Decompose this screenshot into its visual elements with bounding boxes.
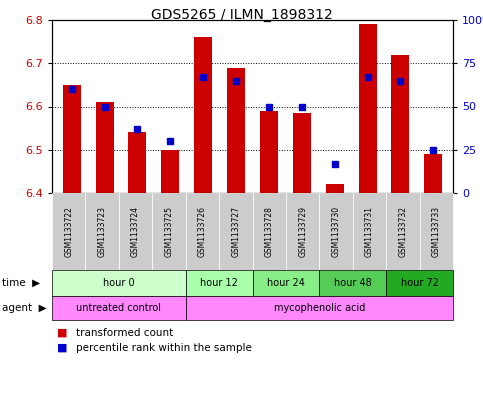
Text: ■: ■ [57, 343, 67, 353]
Bar [63, 85, 81, 193]
Text: GSM1133722: GSM1133722 [64, 206, 73, 257]
Bar [424, 154, 442, 193]
Text: agent  ▶: agent ▶ [2, 303, 47, 313]
Text: transformed count: transformed count [76, 328, 173, 338]
Text: GSM1133730: GSM1133730 [331, 206, 341, 257]
Bar [194, 37, 212, 193]
Text: hour 12: hour 12 [200, 278, 238, 288]
Text: GSM1133729: GSM1133729 [298, 206, 307, 257]
Bar [161, 150, 179, 193]
Text: GSM1133724: GSM1133724 [131, 206, 140, 257]
Bar [227, 68, 245, 193]
Text: GSM1133727: GSM1133727 [231, 206, 240, 257]
Bar [96, 102, 114, 193]
Text: GSM1133731: GSM1133731 [365, 206, 374, 257]
Text: mycophenolic acid: mycophenolic acid [274, 303, 365, 313]
Text: percentile rank within the sample: percentile rank within the sample [76, 343, 252, 353]
Text: hour 24: hour 24 [267, 278, 305, 288]
Text: hour 0: hour 0 [103, 278, 135, 288]
Text: GSM1133728: GSM1133728 [265, 206, 274, 257]
Text: hour 48: hour 48 [334, 278, 371, 288]
Bar [326, 184, 344, 193]
Text: GSM1133723: GSM1133723 [98, 206, 107, 257]
Text: GSM1133725: GSM1133725 [164, 206, 173, 257]
Text: GSM1133732: GSM1133732 [398, 206, 407, 257]
Bar [293, 113, 311, 193]
Text: time  ▶: time ▶ [2, 278, 40, 288]
Bar [128, 132, 146, 193]
Text: hour 72: hour 72 [400, 278, 439, 288]
Text: GSM1133733: GSM1133733 [432, 206, 441, 257]
Text: untreated control: untreated control [76, 303, 161, 313]
Bar [260, 111, 278, 193]
Bar [391, 55, 410, 193]
Text: ■: ■ [57, 328, 67, 338]
Bar [358, 24, 377, 193]
Text: GSM1133726: GSM1133726 [198, 206, 207, 257]
Text: GDS5265 / ILMN_1898312: GDS5265 / ILMN_1898312 [151, 8, 332, 22]
